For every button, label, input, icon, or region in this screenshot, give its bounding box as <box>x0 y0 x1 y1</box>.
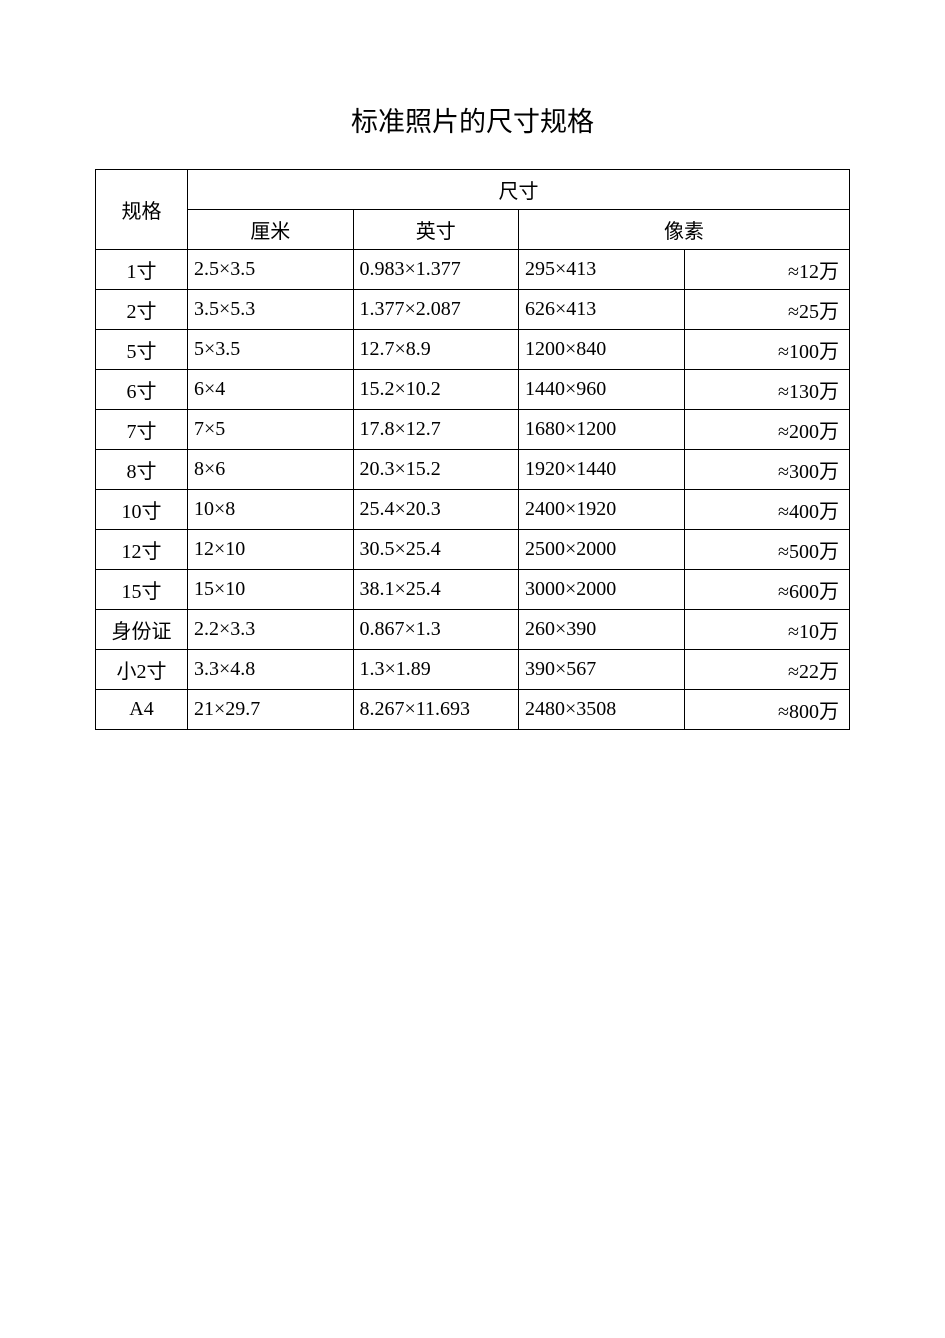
cell-inch: 0.867×1.3 <box>353 610 519 650</box>
cell-cm: 10×8 <box>188 490 354 530</box>
cell-spec: 身份证 <box>96 610 188 650</box>
cell-approx: ≈25万 <box>684 290 850 330</box>
cell-approx: ≈400万 <box>684 490 850 530</box>
header-spec: 规格 <box>96 170 188 250</box>
table-row: 7寸7×517.8×12.71680×1200≈200万 <box>96 410 850 450</box>
cell-px: 260×390 <box>519 610 685 650</box>
table-row: 15寸15×1038.1×25.43000×2000≈600万 <box>96 570 850 610</box>
cell-cm: 3.5×5.3 <box>188 290 354 330</box>
cell-inch: 25.4×20.3 <box>353 490 519 530</box>
cell-cm: 3.3×4.8 <box>188 650 354 690</box>
table-body: 1寸2.5×3.50.983×1.377295×413≈12万2寸3.5×5.3… <box>96 250 850 730</box>
cell-inch: 12.7×8.9 <box>353 330 519 370</box>
cell-spec: 5寸 <box>96 330 188 370</box>
table-header-row-1: 规格 尺寸 <box>96 170 850 210</box>
table-header-row-2: 厘米 英寸 像素 <box>96 210 850 250</box>
cell-spec: 1寸 <box>96 250 188 290</box>
page-title: 标准照片的尺寸规格 <box>95 100 850 139</box>
cell-approx: ≈200万 <box>684 410 850 450</box>
cell-px: 2480×3508 <box>519 690 685 730</box>
cell-px: 2400×1920 <box>519 490 685 530</box>
cell-cm: 12×10 <box>188 530 354 570</box>
cell-spec: 12寸 <box>96 530 188 570</box>
header-pixel: 像素 <box>519 210 850 250</box>
header-cm: 厘米 <box>188 210 354 250</box>
table-row: 12寸12×1030.5×25.42500×2000≈500万 <box>96 530 850 570</box>
header-inch: 英寸 <box>353 210 519 250</box>
cell-approx: ≈600万 <box>684 570 850 610</box>
cell-cm: 2.5×3.5 <box>188 250 354 290</box>
cell-inch: 1.3×1.89 <box>353 650 519 690</box>
cell-cm: 6×4 <box>188 370 354 410</box>
cell-approx: ≈300万 <box>684 450 850 490</box>
cell-approx: ≈12万 <box>684 250 850 290</box>
cell-spec: 15寸 <box>96 570 188 610</box>
cell-inch: 17.8×12.7 <box>353 410 519 450</box>
cell-spec: 7寸 <box>96 410 188 450</box>
cell-px: 1200×840 <box>519 330 685 370</box>
table-row: 5寸5×3.512.7×8.91200×840≈100万 <box>96 330 850 370</box>
header-size-group: 尺寸 <box>188 170 850 210</box>
cell-px: 626×413 <box>519 290 685 330</box>
cell-inch: 38.1×25.4 <box>353 570 519 610</box>
table-row: 6寸6×415.2×10.21440×960≈130万 <box>96 370 850 410</box>
table-row: 2寸3.5×5.31.377×2.087626×413≈25万 <box>96 290 850 330</box>
cell-cm: 21×29.7 <box>188 690 354 730</box>
photo-size-table: 规格 尺寸 厘米 英寸 像素 1寸2.5×3.50.983×1.377295×4… <box>95 169 850 730</box>
table-row: 10寸10×825.4×20.32400×1920≈400万 <box>96 490 850 530</box>
cell-px: 2500×2000 <box>519 530 685 570</box>
cell-inch: 8.267×11.693 <box>353 690 519 730</box>
cell-px: 390×567 <box>519 650 685 690</box>
cell-cm: 8×6 <box>188 450 354 490</box>
cell-px: 1920×1440 <box>519 450 685 490</box>
cell-spec: 2寸 <box>96 290 188 330</box>
cell-spec: 小2寸 <box>96 650 188 690</box>
cell-spec: 8寸 <box>96 450 188 490</box>
cell-inch: 0.983×1.377 <box>353 250 519 290</box>
table-row: A421×29.78.267×11.6932480×3508≈800万 <box>96 690 850 730</box>
cell-approx: ≈22万 <box>684 650 850 690</box>
cell-cm: 7×5 <box>188 410 354 450</box>
cell-cm: 2.2×3.3 <box>188 610 354 650</box>
cell-spec: 10寸 <box>96 490 188 530</box>
cell-spec: A4 <box>96 690 188 730</box>
cell-inch: 30.5×25.4 <box>353 530 519 570</box>
cell-approx: ≈130万 <box>684 370 850 410</box>
cell-cm: 5×3.5 <box>188 330 354 370</box>
cell-px: 1440×960 <box>519 370 685 410</box>
cell-px: 3000×2000 <box>519 570 685 610</box>
cell-inch: 15.2×10.2 <box>353 370 519 410</box>
cell-approx: ≈500万 <box>684 530 850 570</box>
table-row: 小2寸3.3×4.81.3×1.89390×567≈22万 <box>96 650 850 690</box>
cell-inch: 1.377×2.087 <box>353 290 519 330</box>
cell-cm: 15×10 <box>188 570 354 610</box>
cell-px: 1680×1200 <box>519 410 685 450</box>
cell-px: 295×413 <box>519 250 685 290</box>
table-row: 身份证2.2×3.30.867×1.3260×390≈10万 <box>96 610 850 650</box>
table-row: 8寸8×620.3×15.21920×1440≈300万 <box>96 450 850 490</box>
cell-inch: 20.3×15.2 <box>353 450 519 490</box>
cell-spec: 6寸 <box>96 370 188 410</box>
table-row: 1寸2.5×3.50.983×1.377295×413≈12万 <box>96 250 850 290</box>
cell-approx: ≈800万 <box>684 690 850 730</box>
cell-approx: ≈10万 <box>684 610 850 650</box>
cell-approx: ≈100万 <box>684 330 850 370</box>
